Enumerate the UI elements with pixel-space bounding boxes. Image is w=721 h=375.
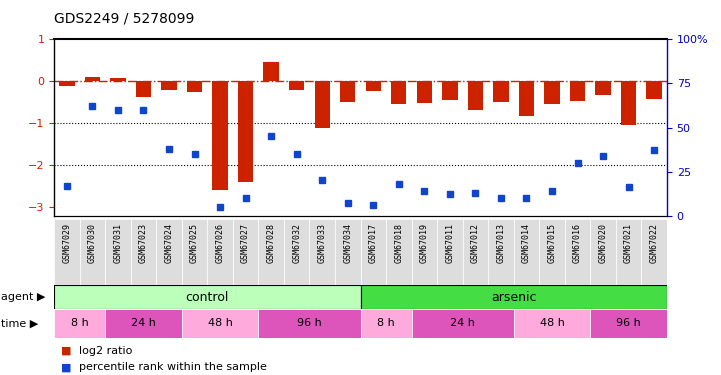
Bar — [360, 285, 667, 309]
Bar — [335, 219, 360, 285]
Bar — [238, 81, 253, 182]
Text: percentile rank within the sample: percentile rank within the sample — [79, 363, 267, 372]
Bar — [590, 309, 667, 338]
Bar — [360, 219, 386, 285]
Text: 8 h: 8 h — [71, 318, 89, 328]
Bar — [544, 81, 559, 104]
Text: GSM67031: GSM67031 — [113, 223, 123, 262]
Text: GDS2249 / 5278099: GDS2249 / 5278099 — [54, 11, 195, 25]
Text: GSM67014: GSM67014 — [522, 223, 531, 262]
Text: ■: ■ — [61, 346, 72, 355]
Text: agent ▶: agent ▶ — [1, 292, 46, 302]
Bar — [360, 309, 412, 338]
Bar — [131, 219, 156, 285]
Bar — [642, 219, 667, 285]
Bar — [59, 81, 74, 86]
Bar — [468, 81, 483, 110]
Bar — [105, 309, 182, 338]
Text: ■: ■ — [61, 363, 72, 372]
Bar — [258, 219, 284, 285]
Text: GSM67027: GSM67027 — [241, 223, 250, 262]
Bar — [79, 219, 105, 285]
Bar — [213, 81, 228, 190]
Text: GSM67024: GSM67024 — [164, 223, 174, 262]
Bar — [182, 219, 208, 285]
Bar — [519, 81, 534, 116]
Text: 8 h: 8 h — [377, 318, 395, 328]
Bar — [110, 78, 125, 81]
Text: GSM67012: GSM67012 — [471, 223, 480, 262]
Bar — [187, 81, 202, 92]
Bar — [463, 219, 488, 285]
Bar — [570, 81, 585, 102]
Text: GSM67015: GSM67015 — [547, 223, 557, 262]
Bar — [85, 77, 100, 81]
Text: GSM67021: GSM67021 — [624, 223, 633, 262]
Text: GSM67023: GSM67023 — [139, 223, 148, 262]
Bar — [412, 309, 513, 338]
Bar — [493, 81, 508, 102]
Bar — [513, 219, 539, 285]
Bar — [340, 81, 355, 102]
Text: GSM67017: GSM67017 — [368, 223, 378, 262]
Bar — [386, 219, 412, 285]
Text: GSM67026: GSM67026 — [216, 223, 224, 262]
Bar — [442, 81, 458, 100]
Bar — [156, 219, 182, 285]
Bar — [54, 219, 79, 285]
Bar — [136, 81, 151, 97]
Text: GSM67029: GSM67029 — [62, 223, 71, 262]
Bar — [182, 309, 258, 338]
Bar — [284, 219, 309, 285]
Text: 24 h: 24 h — [450, 318, 475, 328]
Text: GSM67034: GSM67034 — [343, 223, 353, 262]
Bar — [539, 219, 565, 285]
Text: GSM67016: GSM67016 — [573, 223, 582, 262]
Bar — [647, 81, 662, 99]
Bar — [54, 285, 360, 309]
Text: 48 h: 48 h — [208, 318, 232, 328]
Text: time ▶: time ▶ — [1, 318, 39, 328]
Text: GSM67020: GSM67020 — [598, 223, 608, 262]
Bar — [616, 219, 642, 285]
Text: arsenic: arsenic — [491, 291, 536, 304]
Bar — [208, 219, 233, 285]
Bar — [162, 81, 177, 90]
Bar — [314, 81, 329, 128]
Bar — [417, 81, 432, 103]
Bar — [488, 219, 514, 285]
Text: control: control — [185, 291, 229, 304]
Bar — [289, 81, 304, 90]
Text: GSM67028: GSM67028 — [267, 223, 275, 262]
Bar — [391, 81, 407, 104]
Bar — [590, 219, 616, 285]
Bar — [54, 309, 105, 338]
Text: GSM67013: GSM67013 — [497, 223, 505, 262]
Bar — [366, 81, 381, 91]
Text: 48 h: 48 h — [539, 318, 565, 328]
Bar — [263, 63, 279, 81]
Text: 24 h: 24 h — [131, 318, 156, 328]
Text: GSM67025: GSM67025 — [190, 223, 199, 262]
Text: GSM67011: GSM67011 — [446, 223, 454, 262]
Text: GSM67033: GSM67033 — [318, 223, 327, 262]
Text: log2 ratio: log2 ratio — [79, 346, 133, 355]
Bar — [437, 219, 463, 285]
Bar — [412, 219, 437, 285]
Bar — [621, 81, 637, 125]
Text: GSM67022: GSM67022 — [650, 223, 659, 262]
Text: GSM67019: GSM67019 — [420, 223, 429, 262]
Bar — [258, 309, 360, 338]
Bar — [596, 81, 611, 95]
Bar — [565, 219, 590, 285]
Bar — [233, 219, 258, 285]
Bar — [105, 219, 131, 285]
Text: GSM67030: GSM67030 — [88, 223, 97, 262]
Text: 96 h: 96 h — [616, 318, 641, 328]
Text: 96 h: 96 h — [297, 318, 322, 328]
Bar — [513, 309, 590, 338]
Text: GSM67032: GSM67032 — [292, 223, 301, 262]
Bar — [309, 219, 335, 285]
Text: GSM67018: GSM67018 — [394, 223, 403, 262]
